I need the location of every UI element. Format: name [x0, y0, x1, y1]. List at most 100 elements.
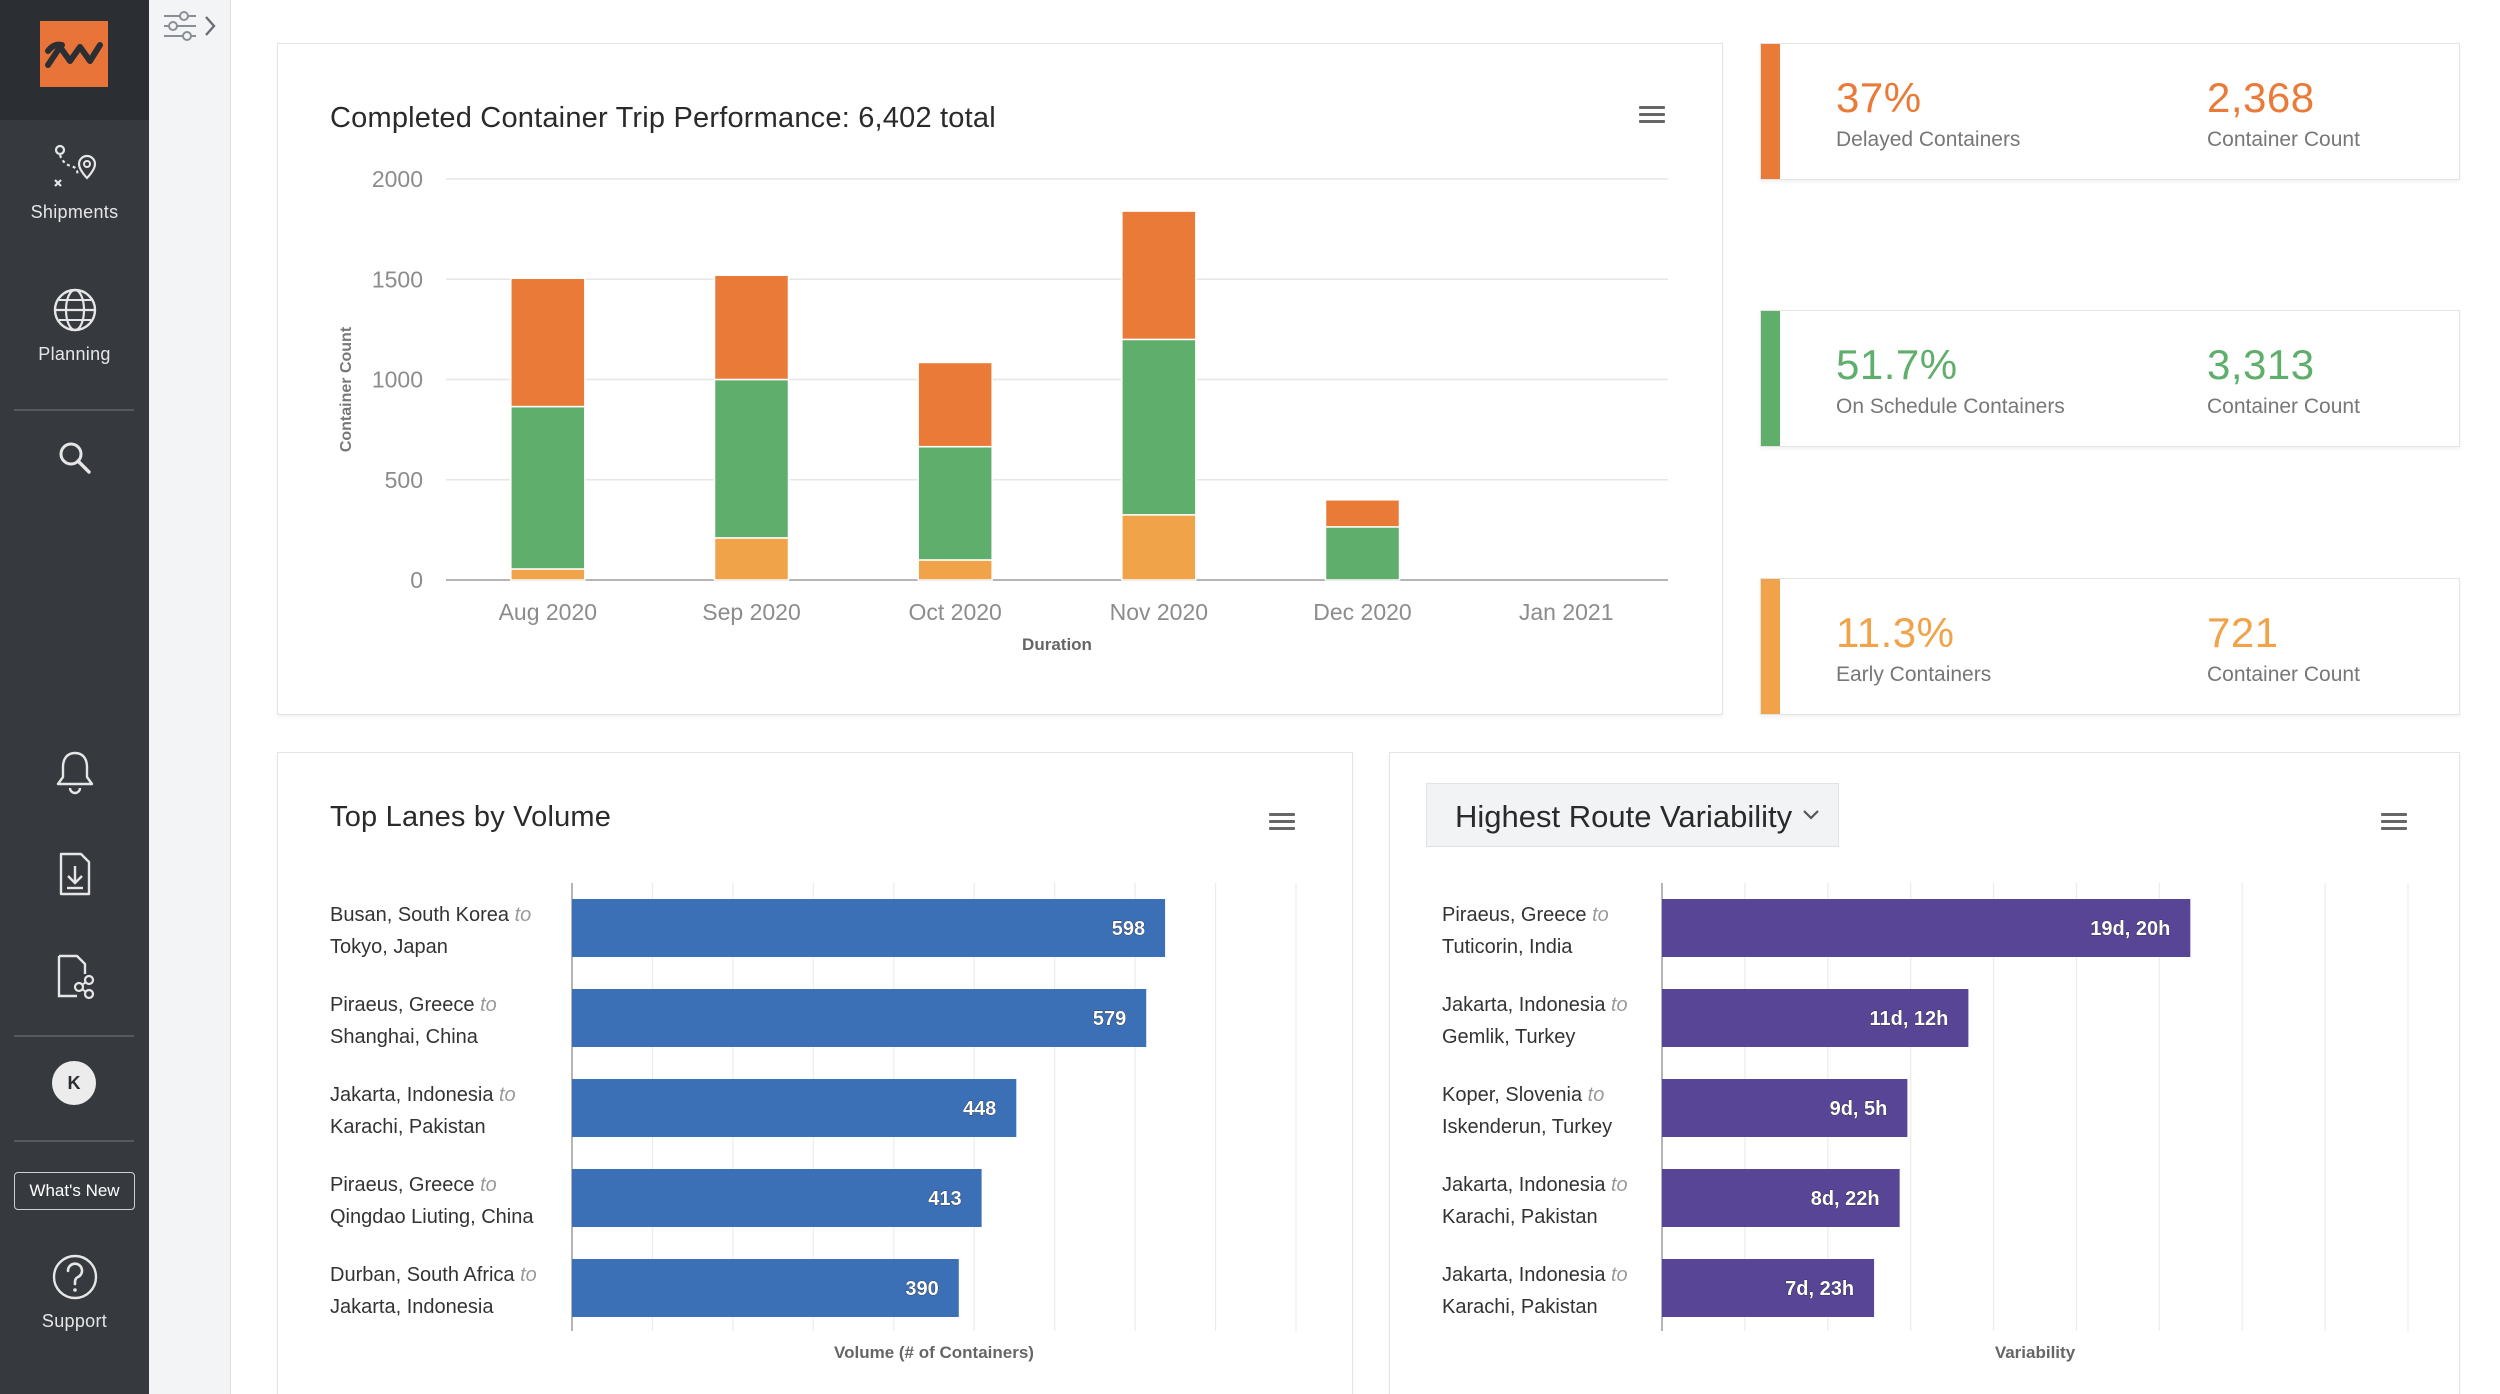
document-share-icon	[57, 954, 94, 1000]
bar-segment-delayed	[713, 274, 790, 381]
search-icon	[59, 442, 91, 474]
bar-value-label: 579	[1093, 1008, 1126, 1030]
bar-segment-early	[510, 568, 586, 581]
bar-segment-on-schedule	[1324, 526, 1401, 581]
menu-line	[1269, 820, 1295, 823]
row-origin-label: Jakarta, Indonesia to	[1442, 1264, 1628, 1286]
nav-divider	[14, 409, 134, 411]
nav-share-report[interactable]	[0, 952, 149, 1000]
nav-divider	[14, 1035, 134, 1037]
row-connector: to	[1611, 1264, 1628, 1286]
bar-segment-early	[713, 537, 790, 581]
y-tick-label: 500	[385, 467, 423, 493]
menu-line	[1639, 113, 1665, 116]
x-axis-title: Variability	[1995, 1343, 2076, 1362]
kpi-percent: 37%	[1836, 74, 1922, 121]
chart-menu-button[interactable]	[1639, 106, 1665, 126]
bar	[572, 1259, 959, 1317]
company-logo[interactable]	[40, 21, 108, 87]
row-connector: to	[499, 1084, 516, 1106]
bar	[1662, 1169, 1900, 1227]
menu-line	[2381, 827, 2407, 830]
nav-item-label: Planning	[38, 344, 111, 364]
row-destination-label: Karachi, Pakistan	[330, 1116, 486, 1138]
x-tick-label: Dec 2020	[1313, 599, 1411, 625]
user-avatar[interactable]: K	[52, 1061, 96, 1105]
kpi-accent	[1761, 311, 1780, 446]
kpi-percent: 11.3%	[1836, 609, 1955, 656]
bar-value-label: 413	[928, 1188, 961, 1210]
row-destination-label: Shanghai, China	[330, 1026, 479, 1048]
bar-value-label: 11d, 12h	[1869, 1008, 1948, 1030]
row-connector: to	[480, 994, 497, 1016]
dropdown-selected-value: Highest Route Variability	[1455, 799, 1793, 834]
help-circle-icon	[52, 1254, 97, 1300]
row-destination-label: Gemlik, Turkey	[1442, 1026, 1575, 1048]
bar	[1662, 899, 2191, 957]
x-tick-label: Oct 2020	[908, 599, 1001, 625]
bar	[1662, 1259, 1875, 1317]
bar-value-label: 9d, 5h	[1830, 1098, 1888, 1120]
bar-value-label: 598	[1112, 918, 1145, 940]
kpi-on-schedule-card[interactable]: 51.7% On Schedule Containers 3,313 Conta…	[1760, 310, 2460, 447]
row-destination-label: Tokyo, Japan	[330, 936, 448, 958]
menu-line	[2381, 820, 2407, 823]
bar-segment-delayed	[1324, 499, 1401, 528]
top-lanes-chart: 598 Busan, South Korea to Tokyo, Japan 579 P…	[330, 883, 1297, 1362]
kpi-label: Delayed Containers	[1836, 128, 2021, 151]
bar-value-label: 448	[963, 1098, 996, 1120]
bar-value-label: 8d, 22h	[1811, 1188, 1880, 1210]
variability-metric-dropdown[interactable]: Highest Route Variability	[1426, 783, 1839, 847]
kpi-count-label: Container Count	[2207, 395, 2360, 418]
bar-value-label: 7d, 23h	[1785, 1278, 1854, 1300]
kpi-early-card[interactable]: 11.3% Early Containers 721 Container Cou…	[1760, 578, 2460, 715]
y-tick-label: 1000	[372, 367, 423, 393]
menu-line	[2381, 813, 2407, 816]
route-variability-card: Highest Route Variability 19d, 20h Piraeu…	[1389, 752, 2460, 1394]
whats-new-button[interactable]: What's New	[14, 1172, 135, 1210]
kpi-percent: 51.7%	[1836, 341, 1958, 388]
card-title: Top Lanes by Volume	[330, 801, 612, 833]
filter-panel	[149, 0, 231, 1394]
x-tick-label: Nov 2020	[1110, 599, 1208, 625]
row-destination-label: Iskenderun, Turkey	[1442, 1116, 1612, 1138]
kpi-delayed-card[interactable]: 37% Delayed Containers 2,368 Container C…	[1760, 43, 2460, 180]
chart-menu-button[interactable]	[2381, 813, 2407, 833]
bar-segment-on-schedule	[510, 405, 586, 570]
bar	[572, 1079, 1017, 1137]
row-destination-label: Qingdao Liuting, China	[330, 1206, 534, 1228]
bar	[572, 989, 1147, 1047]
logo-area[interactable]	[0, 0, 149, 120]
route-pin-icon	[53, 144, 96, 187]
y-tick-label: 2000	[372, 166, 423, 192]
x-tick-label: Jan 2021	[1519, 599, 1614, 625]
nav-item-shipments[interactable]: Shipments	[0, 142, 149, 223]
chart-menu-button[interactable]	[1269, 813, 1295, 833]
x-tick-label: Aug 2020	[499, 599, 597, 625]
row-origin-label: Durban, South Africa to	[330, 1264, 537, 1286]
row-connector: to	[1611, 994, 1628, 1016]
download-icon	[59, 852, 90, 896]
kpi-count-label: Container Count	[2207, 663, 2360, 686]
row-destination-label: Karachi, Pakistan	[1442, 1296, 1598, 1318]
row-origin-label: Jakarta, Indonesia to	[1442, 994, 1628, 1016]
kpi-count: 721	[2207, 609, 2279, 656]
nav-support[interactable]: Support	[0, 1253, 149, 1332]
row-destination-label: Karachi, Pakistan	[1442, 1206, 1598, 1228]
y-tick-label: 0	[410, 567, 423, 593]
bar-segment-delayed	[1121, 210, 1197, 341]
card-title: Completed Container Trip Performance: 6,…	[330, 102, 996, 134]
nav-item-planning[interactable]: Planning	[0, 286, 149, 365]
top-lanes-card: Top Lanes by Volume 598 Busan, South Kore…	[277, 752, 1353, 1394]
row-connector: to	[1611, 1174, 1628, 1196]
x-axis-title: Duration	[1022, 635, 1092, 654]
filter-toggle-button[interactable]	[162, 8, 222, 44]
kpi-count-label: Container Count	[2207, 128, 2360, 151]
x-tick-label: Sep 2020	[702, 599, 800, 625]
nav-notifications[interactable]	[0, 749, 149, 797]
row-origin-label: Koper, Slovenia to	[1442, 1084, 1604, 1106]
nav-download[interactable]	[0, 850, 149, 898]
bar-segment-early	[1121, 514, 1197, 581]
row-connector: to	[1592, 904, 1609, 926]
nav-search[interactable]	[0, 440, 149, 476]
